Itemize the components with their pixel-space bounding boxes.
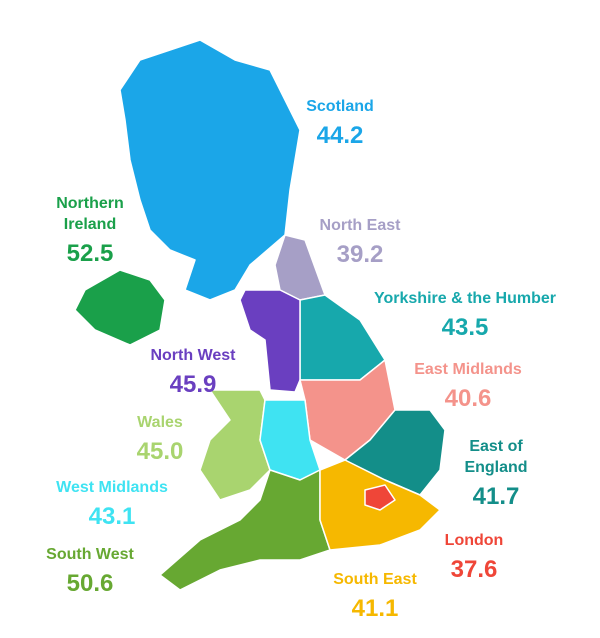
- region-value: 40.6: [444, 385, 492, 412]
- region-name: South West: [46, 546, 134, 563]
- region-name: Yorkshire & the Humber: [374, 290, 556, 307]
- region-value: 50.6: [66, 570, 114, 597]
- region-label: Scotland 44.2: [293, 96, 388, 151]
- region-name: South East: [333, 571, 417, 588]
- region-value: 43.5: [441, 314, 489, 341]
- region-name: West Midlands: [56, 479, 168, 496]
- region-label: South East 41.1: [310, 569, 440, 624]
- region-shape: [199, 389, 271, 501]
- region-label: North West 45.9: [123, 345, 263, 400]
- region-value: 45.9: [169, 371, 217, 398]
- region-value: 37.6: [450, 556, 498, 583]
- region-name: East of England: [464, 438, 528, 476]
- region-label: South West 50.6: [25, 544, 155, 599]
- region-shape: [119, 39, 301, 301]
- region-value: 45.0: [136, 438, 184, 465]
- region-label: West Midlands 43.1: [27, 477, 197, 532]
- region-name: London: [444, 532, 504, 549]
- region-value: 44.2: [316, 122, 364, 149]
- region-label: East Midlands 40.6: [398, 359, 538, 414]
- region-name: North East: [319, 217, 401, 234]
- region-value: 52.5: [66, 240, 114, 267]
- region-label: London 37.6: [429, 530, 519, 585]
- region-name: Northern Ireland: [56, 195, 124, 233]
- region-shape: [74, 269, 166, 346]
- region-label: Yorkshire & the Humber 43.5: [350, 288, 580, 343]
- region-name: East Midlands: [414, 361, 522, 378]
- region-value: 41.7: [472, 483, 520, 510]
- region-name: North West: [150, 347, 236, 364]
- region-name: Scotland: [306, 98, 374, 115]
- region-shape: [364, 484, 396, 511]
- region-label: Northern Ireland 52.5: [45, 193, 135, 269]
- region-value: 43.1: [88, 503, 136, 530]
- region-name: Wales: [137, 414, 183, 431]
- region-label: Wales 45.0: [115, 412, 205, 467]
- region-shape: [239, 289, 301, 393]
- region-label: East of England 41.7: [456, 436, 536, 512]
- region-value: 41.1: [351, 595, 399, 622]
- region-label: North East 39.2: [305, 215, 415, 270]
- region-value: 39.2: [336, 241, 384, 268]
